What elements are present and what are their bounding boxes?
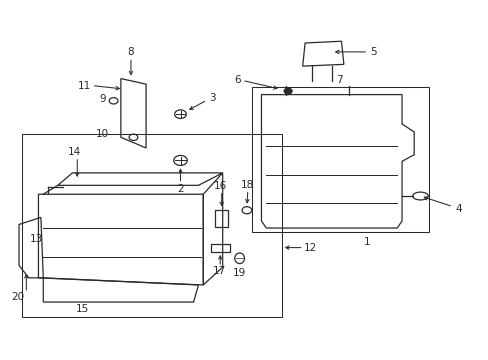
Text: 20: 20 [11,292,24,302]
Text: 17: 17 [212,266,225,276]
Circle shape [284,88,291,94]
Text: 6: 6 [233,75,240,85]
Text: 7: 7 [335,75,342,85]
Bar [215,210,227,227]
Text: 19: 19 [233,267,246,278]
Text: 13: 13 [29,234,42,244]
Text: 1: 1 [363,237,369,247]
Text: 12: 12 [303,243,316,253]
Text: 10: 10 [96,129,109,139]
Bar [210,244,229,252]
Text: 16: 16 [213,181,226,191]
Text: 14: 14 [68,147,81,157]
Text: 9: 9 [99,94,105,104]
Text: 5: 5 [370,47,376,57]
Text: 3: 3 [208,93,215,103]
Text: 15: 15 [75,304,88,314]
Text: 18: 18 [241,180,254,190]
Text: 4: 4 [454,204,461,214]
Text: 2: 2 [177,184,183,194]
Text: 11: 11 [78,81,91,90]
Bar [251,87,428,231]
Text: 8: 8 [127,47,134,57]
Bar [22,134,281,317]
